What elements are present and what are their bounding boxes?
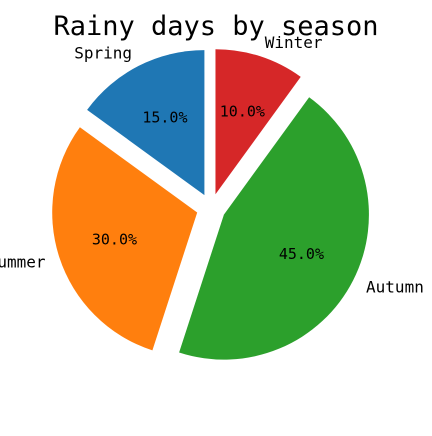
pie-value-label-spring: 15.0% — [142, 109, 187, 127]
pie-value-label-autumn: 45.0% — [279, 245, 324, 263]
pie-slice-spring — [87, 50, 205, 196]
chart-title: Rainy days by season — [53, 11, 378, 42]
pie-value-label-winter: 10.0% — [220, 102, 265, 120]
pie-slice-autumn — [179, 97, 369, 360]
pie-slice-winter — [215, 49, 301, 195]
pie-category-label-spring: Spring — [74, 43, 132, 62]
pie-slices — [52, 49, 369, 360]
pie-category-label-winter: Winter — [265, 33, 323, 52]
pie-category-label-summer: Summer — [0, 252, 46, 271]
pie-value-label-summer: 30.0% — [92, 230, 137, 248]
pie-labels: 15.0% Spring 30.0% Summer 45.0% Autumn 10.0% Wi… — [0, 33, 424, 296]
pie-slice-summer — [52, 127, 198, 351]
pie-category-label-autumn: Autumn — [366, 277, 424, 296]
